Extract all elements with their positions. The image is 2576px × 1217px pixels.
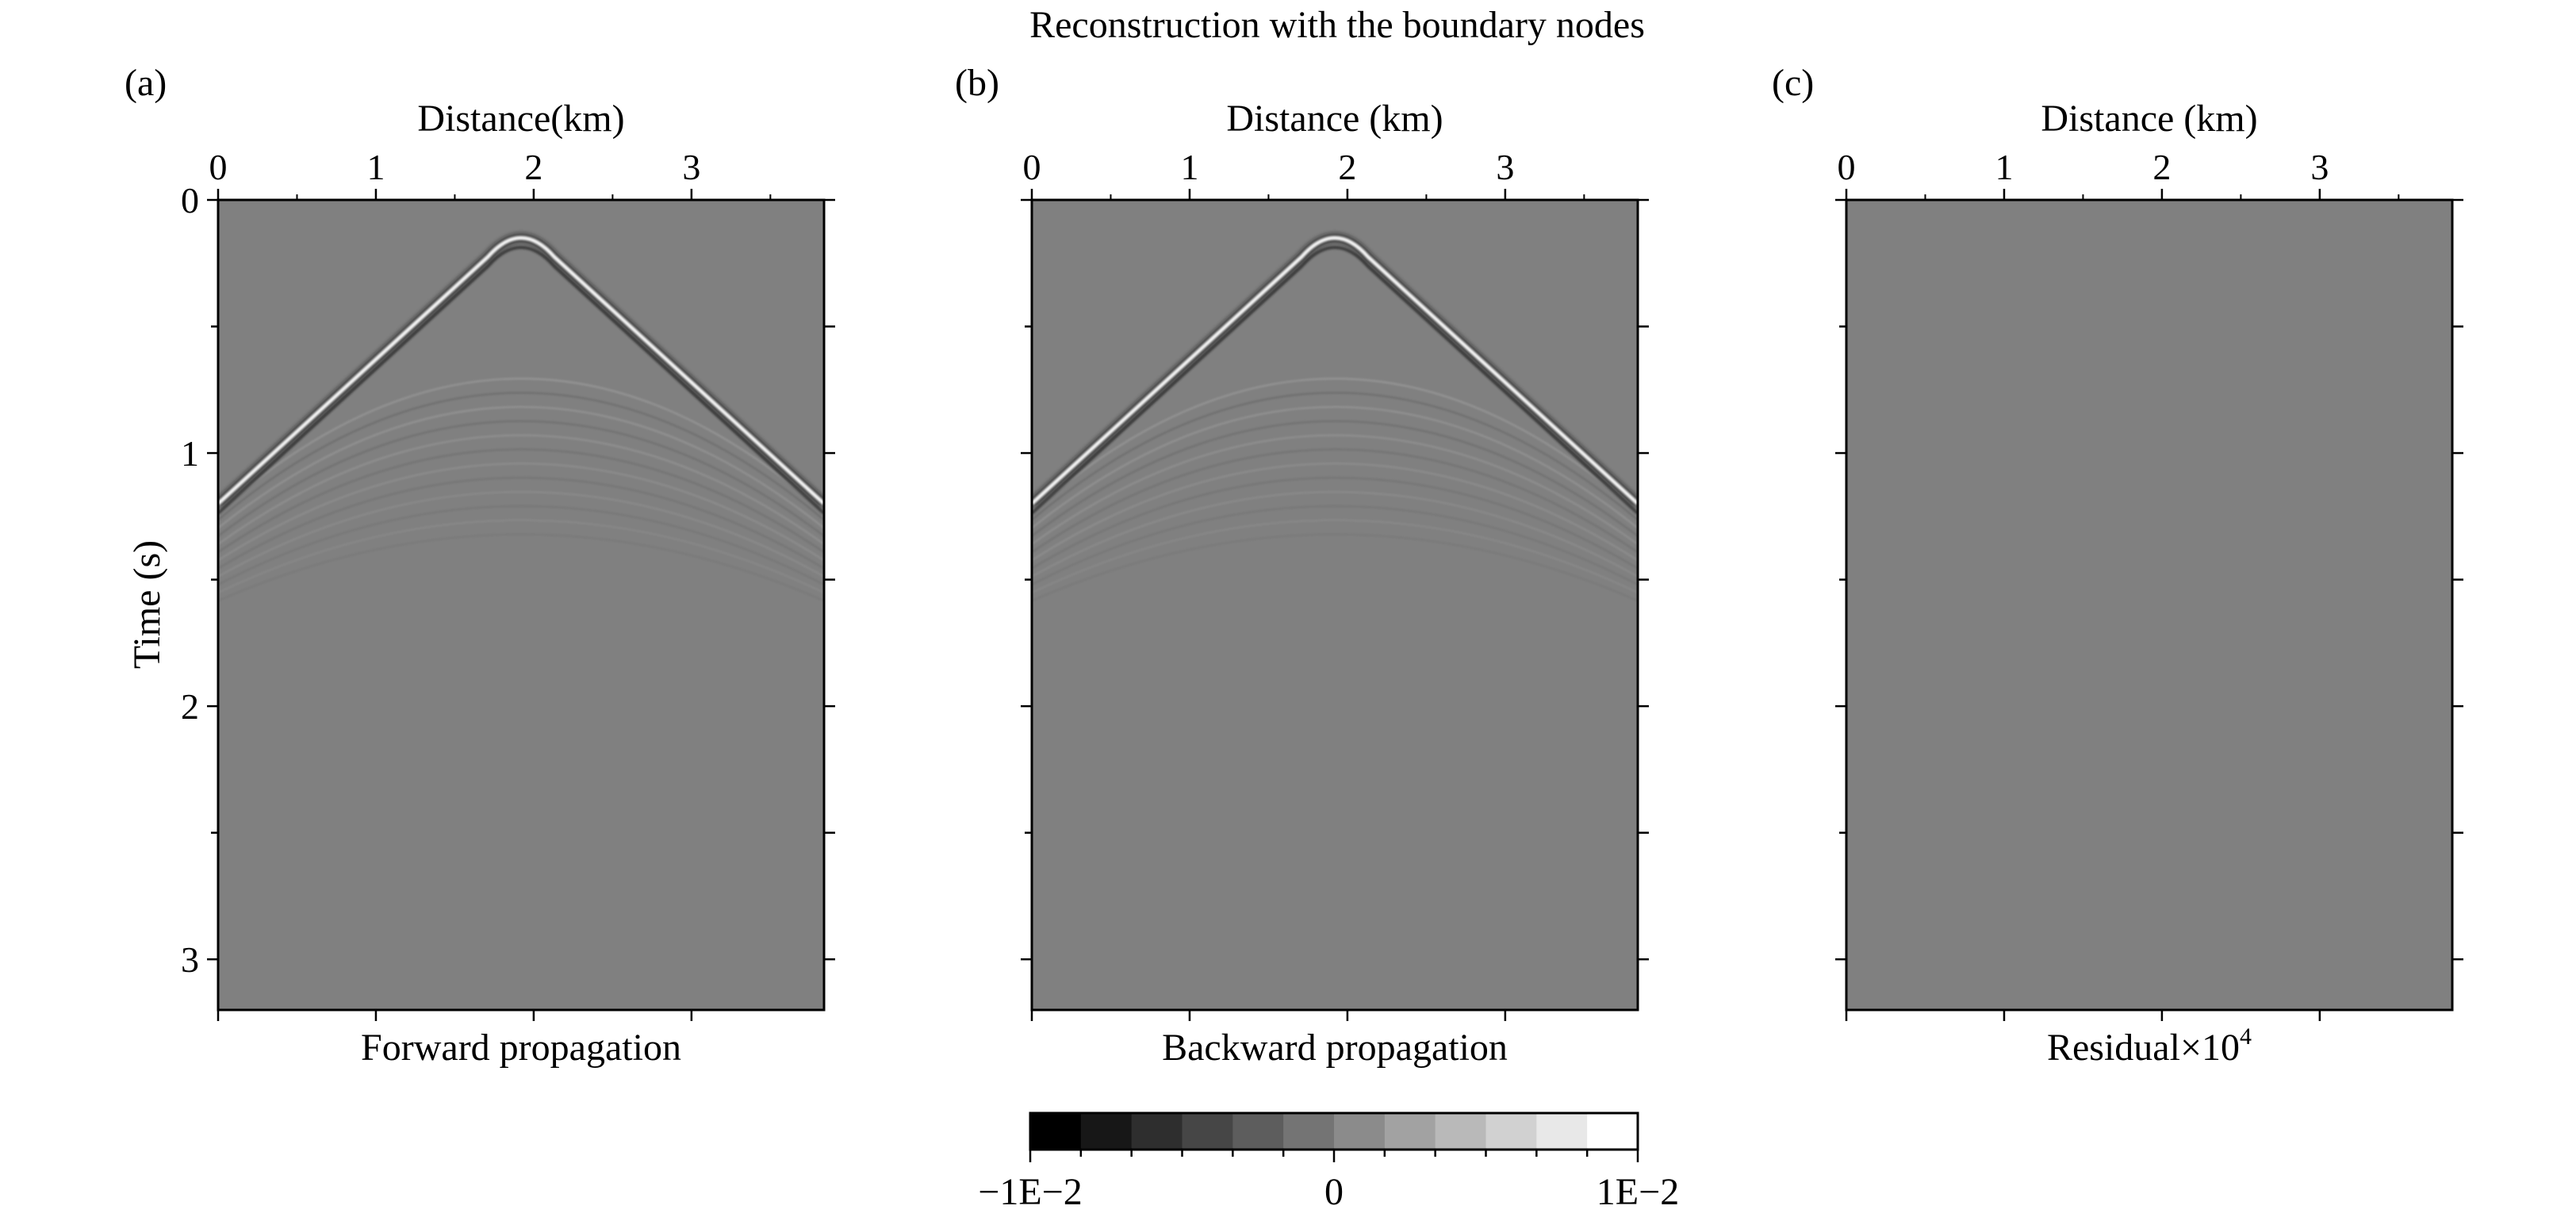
x-tick-label-0: 0 [209,147,228,187]
x-axis-title-b: Distance (km) [1226,98,1443,140]
colorbar-swatch-9 [1485,1113,1537,1150]
x-tick-label-3: 3 [682,147,700,187]
axis-ticks-c [1835,189,2463,1021]
multiple-event-11 [218,520,824,593]
caption-a: Forward propagation [361,1027,681,1069]
figure-title: Reconstruction with the boundary nodes [1029,4,1645,46]
colorbar-max-label: 1E−2 [1597,1171,1679,1213]
y-tick-label-1: 1 [181,433,199,474]
plot-frame-a [217,198,826,1012]
multiple-event-8 [1032,477,1638,570]
x-tick-label-2: 2 [1338,147,1356,187]
multiple-event-5 [1032,434,1638,545]
multiple-event-3 [218,406,824,529]
y-tick-label-3: 3 [181,939,199,980]
direct-wave-trailing-lobe [218,246,824,515]
heatmap-background [1032,200,1638,1010]
colorbar-swatch-0 [1030,1113,1082,1150]
multiple-event-7 [218,463,824,561]
residual-image-c [1846,200,2452,1010]
panel-b: (b) Distance (km) 0 1 2 3 Backward propagat… [955,62,1649,1069]
y-tick-label-2: 2 [181,686,199,727]
heatmap-background [1846,200,2452,1010]
x-tick-label-2: 2 [524,147,542,187]
multiple-event-12 [1032,533,1638,602]
colorbar-swatch-10 [1536,1113,1588,1150]
multiple-event-8 [218,477,824,570]
colorbar-ticks [1029,1150,1639,1162]
x-tick-label-3: 3 [1496,147,1514,187]
panel-label-c: (c) [1772,62,1814,104]
colorbar-swatch-2 [1131,1113,1183,1150]
multiple-event-2 [1032,392,1638,520]
wavefield-image-a [218,200,824,1010]
multiple-event-7 [1032,463,1638,561]
caption-c: Residual×104 [2047,1023,2252,1069]
colorbar-swatch-4 [1232,1113,1284,1150]
colorbar-swatch-8 [1435,1113,1487,1150]
panel-label-a: (a) [125,62,167,104]
caption-b: Backward propagation [1162,1027,1508,1069]
multiple-event-1 [1032,378,1638,513]
multiple-event-6 [218,448,824,553]
axis-ticks-b [1021,189,1649,1021]
x-tick-label-1: 1 [366,147,385,187]
x-tick-label-1: 1 [1180,147,1198,187]
colorbar-swatch-1 [1080,1113,1133,1150]
colorbar-swatch-6 [1334,1113,1386,1150]
x-tick-label-3: 3 [2310,147,2329,187]
x-tick-label-1: 1 [1995,147,2013,187]
x-axis-title-a: Distance(km) [417,98,624,140]
tick-labels-a: 0 1 2 3 0 1 2 3 [181,147,700,980]
x-axis-title-c: Distance (km) [2041,98,2257,140]
heatmap-background [218,200,824,1010]
colorbar-swatch-11 [1587,1113,1639,1150]
multiple-event-11 [1032,520,1638,593]
multiple-event-3 [1032,406,1638,529]
wavefield-image-b [1032,200,1638,1010]
multiple-event-6 [1032,448,1638,553]
colorbar-min-label: −1E−2 [978,1171,1082,1213]
colorbar-mid-label: 0 [1324,1171,1344,1213]
panel-label-b: (b) [955,62,999,104]
axis-ticks-a [207,189,835,1021]
plot-frame-c [1845,198,2454,1012]
multiple-event-10 [218,505,824,585]
colorbar-swatch-7 [1384,1113,1436,1150]
x-tick-label-0: 0 [1838,147,1856,187]
x-tick-label-0: 0 [1023,147,1041,187]
y-tick-label-0: 0 [181,180,199,221]
plot-frame-b [1030,198,1639,1012]
multiple-event-5 [218,434,824,545]
direct-wave-trailing-lobe [1032,246,1638,515]
multiple-event-9 [218,491,824,578]
multiple-event-4 [218,420,824,537]
direct-wave [1032,236,1638,505]
panel-c: (c) Distance (km) 0 1 2 3 Residual×104 [1772,62,2463,1069]
x-tick-label-2: 2 [2152,147,2171,187]
multiple-event-9 [1032,491,1638,578]
y-axis-title-a: Time (s) [126,540,168,669]
colorbar-swatch-3 [1182,1113,1233,1150]
multiple-event-12 [218,533,824,602]
caption-c-superscript: 4 [2240,1023,2252,1050]
tick-labels-b: 0 1 2 3 [1023,147,1515,187]
multiple-event-4 [1032,420,1638,537]
tick-labels-c: 0 1 2 3 [1838,147,2329,187]
caption-c-main: Residual×10 [2047,1027,2240,1069]
colorbar-swatches [1030,1113,1639,1150]
multiple-event-1 [218,378,824,513]
panel-a: (a) Distance(km) Time (s) 0 1 2 3 0 1 2 3 Forwa… [125,62,835,1069]
direct-wave [218,236,824,505]
multiple-event-10 [1032,505,1638,585]
colorbar-swatch-5 [1283,1113,1335,1150]
multiple-event-2 [218,392,824,520]
colorbar: −1E−2 0 1E−2 [978,1111,1679,1213]
